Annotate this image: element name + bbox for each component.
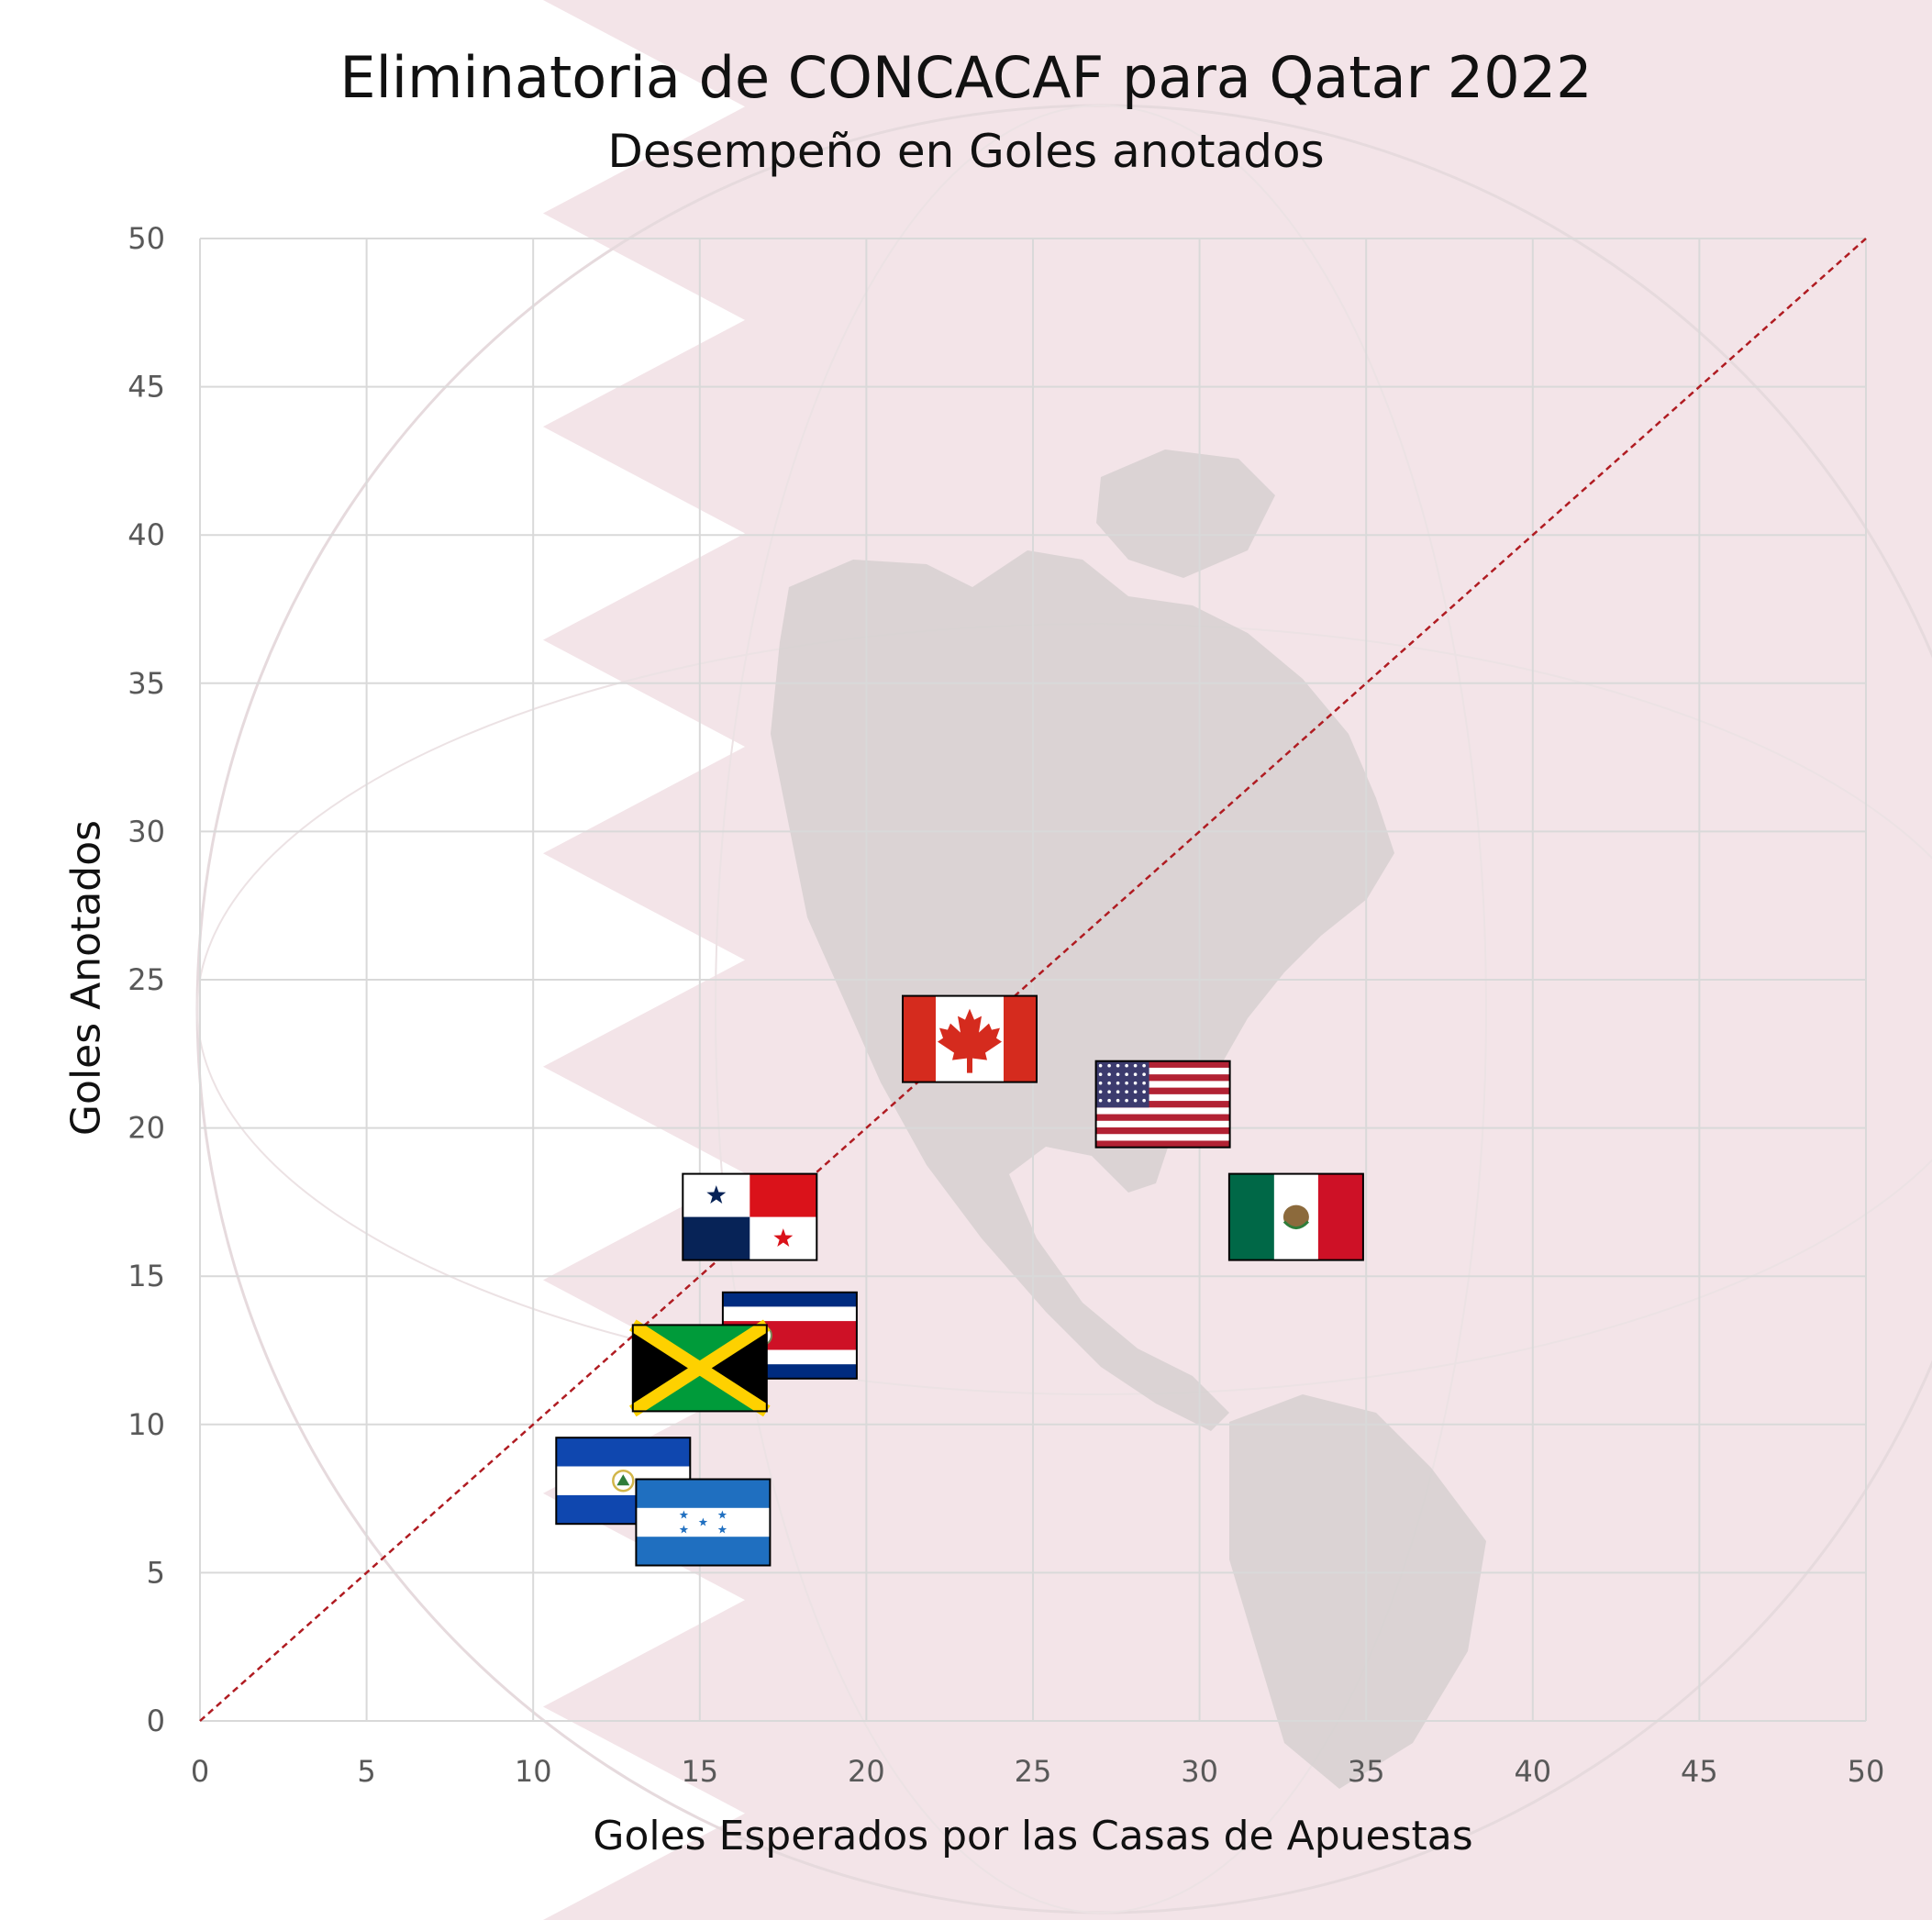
- chart-title: Eliminatoria de CONCACAF para Qatar 2022: [339, 44, 1593, 111]
- globe-meridian: [715, 105, 1487, 1914]
- data-points: [555, 994, 1364, 1567]
- blue-star-icon: [706, 1185, 727, 1204]
- flag-border: [682, 1172, 818, 1261]
- greenland-silhouette: [1096, 449, 1275, 578]
- y-tick-label: 50: [128, 221, 165, 256]
- y-tick-label: 30: [128, 814, 165, 849]
- x-tick-label: 30: [1181, 1754, 1218, 1789]
- x-tick-label: 10: [515, 1754, 552, 1789]
- flag-border: [635, 1478, 772, 1567]
- x-tick-label: 5: [357, 1754, 375, 1789]
- y-tick-label: 35: [128, 666, 165, 701]
- flag-border: [631, 1324, 768, 1413]
- maple-leaf-icon: [938, 1008, 1002, 1073]
- panama-flag: [682, 1172, 818, 1261]
- red-star-icon: [773, 1228, 794, 1247]
- grid-lines: [199, 238, 1867, 1722]
- y-tick-label: 0: [147, 1704, 165, 1738]
- x-tick-label: 40: [1514, 1754, 1551, 1789]
- reference-line-y-equals-x: [199, 238, 1867, 1722]
- flag-border: [902, 994, 1038, 1083]
- x-axis-label: Goles Esperados por las Casas de Apuesta…: [593, 1813, 1473, 1859]
- eagle-emblem-icon: [1282, 1204, 1309, 1229]
- south-america-silhouette: [1229, 1394, 1486, 1789]
- x-tick-label: 50: [1848, 1754, 1885, 1789]
- honduras-flag: [635, 1478, 772, 1567]
- y-tick-label: 5: [147, 1555, 165, 1590]
- y-axis-label: Goles Anotados: [62, 819, 110, 1137]
- x-tick-label: 15: [681, 1754, 718, 1789]
- honduras-star-icon: [679, 1510, 689, 1519]
- flag-border: [1094, 1060, 1231, 1149]
- honduras-star-icon: [717, 1510, 727, 1519]
- canada-flag: [902, 994, 1038, 1083]
- mexico-flag: [1227, 1172, 1364, 1261]
- y-tick-label: 40: [128, 517, 165, 552]
- y-tick-label: 15: [128, 1259, 165, 1293]
- jamaica-flag: [629, 1319, 771, 1417]
- honduras-star-icon: [679, 1525, 689, 1534]
- y-tick-label: 45: [128, 370, 165, 405]
- x-tick-label: 0: [191, 1754, 209, 1789]
- north-america-silhouette: [771, 550, 1394, 1431]
- y-tick-label: 10: [128, 1407, 165, 1442]
- honduras-star-icon: [698, 1517, 708, 1526]
- flag-border: [1227, 1172, 1364, 1261]
- x-tick-label: 20: [848, 1754, 885, 1789]
- x-tick-label: 35: [1348, 1754, 1385, 1789]
- honduras-star-icon: [717, 1525, 727, 1534]
- usa-flag: [1094, 1060, 1231, 1149]
- x-tick-label: 45: [1681, 1754, 1718, 1789]
- y-tick-label: 20: [128, 1111, 165, 1146]
- y-tick-label: 25: [128, 962, 165, 997]
- x-tick-label: 25: [1015, 1754, 1052, 1789]
- chart-subtitle: Desempeño en Goles anotados: [607, 125, 1325, 178]
